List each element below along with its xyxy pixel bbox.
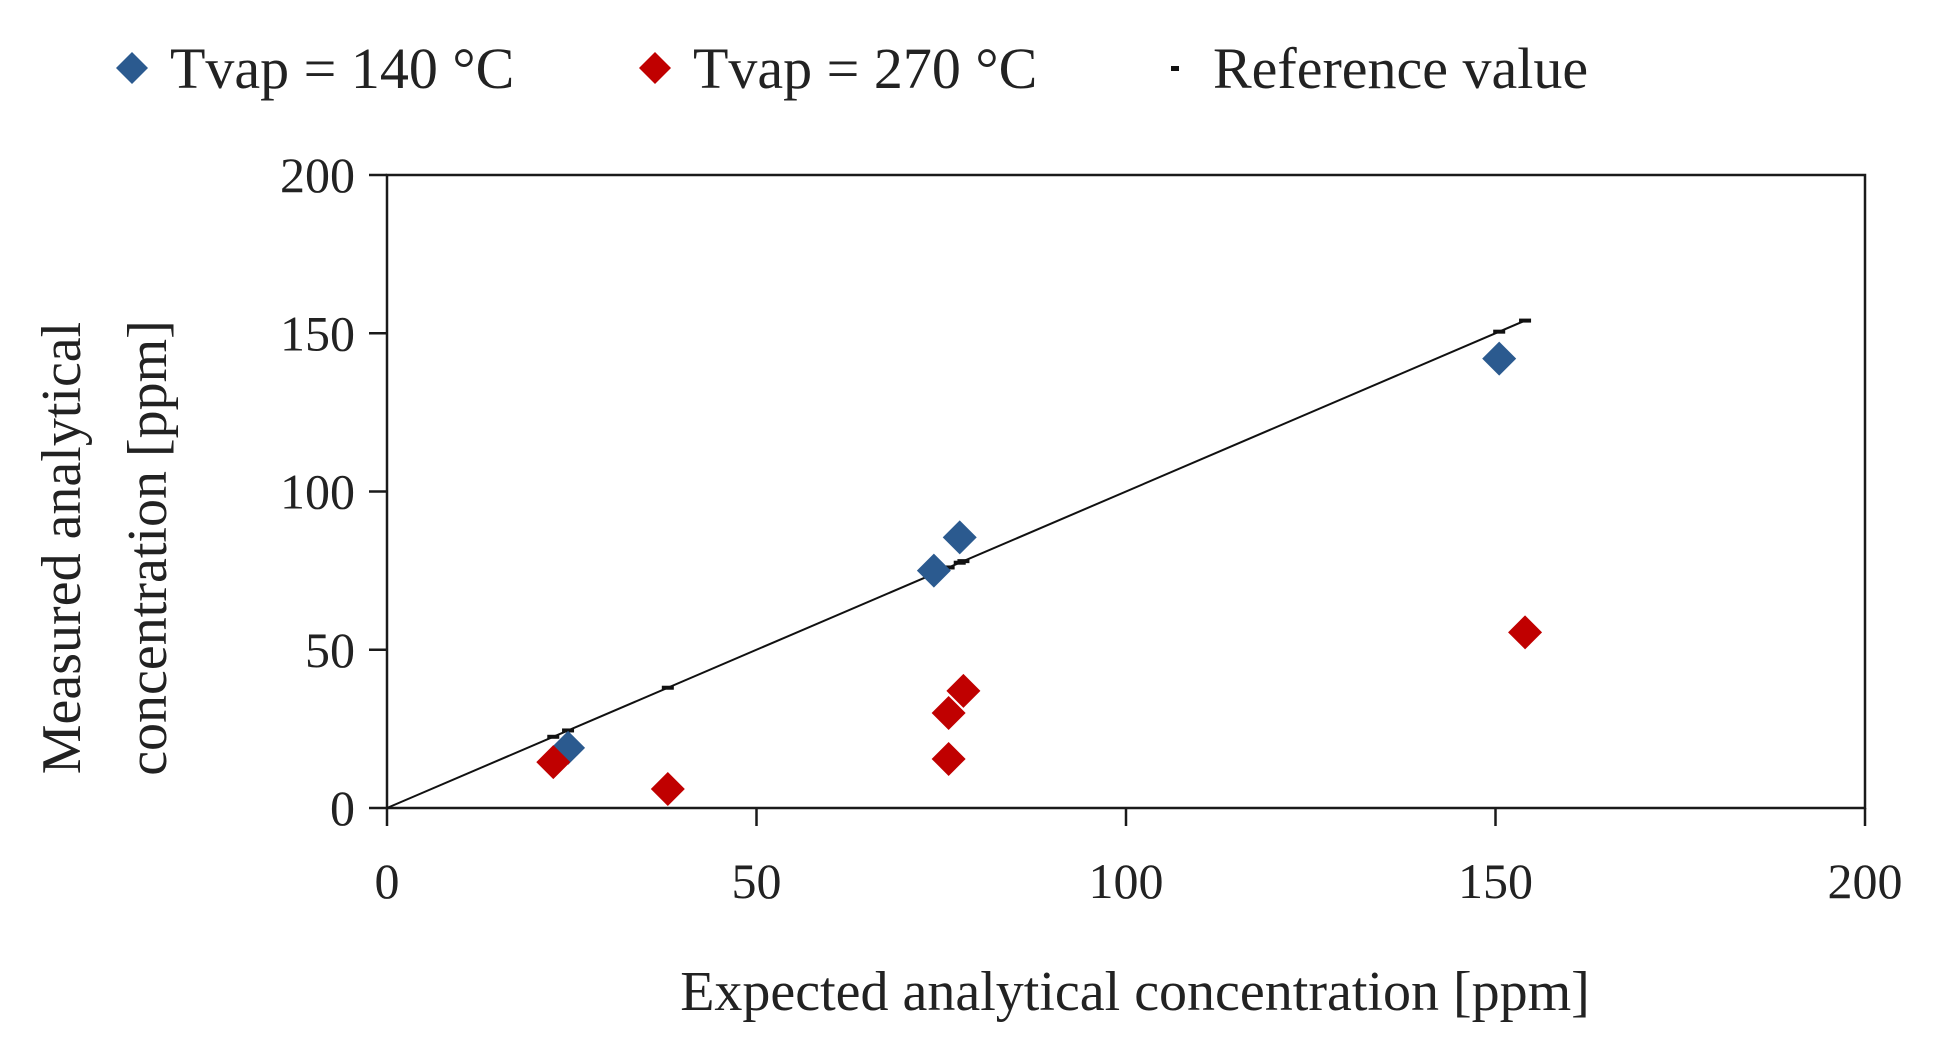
point-series-0 [1482, 341, 1517, 376]
point-series-2 [942, 565, 955, 570]
legend-label-1: Tvap = 270 °C [693, 36, 1037, 101]
legend: Tvap = 140 °C Tvap = 270 °C Reference valu… [116, 36, 1588, 101]
x-tick-label: 150 [1458, 853, 1533, 909]
point-series-2 [562, 728, 575, 733]
point-series-1 [536, 745, 571, 780]
y-axis-title-line-2: concentration [ppm] [117, 320, 179, 776]
point-series-1 [650, 772, 685, 807]
point-series-0 [942, 520, 977, 555]
legend-marker-0 [116, 52, 148, 84]
x-axis: 0 50 100 150 200 [375, 808, 1903, 909]
point-series-2 [547, 734, 560, 739]
y-tick-label: 0 [330, 780, 355, 836]
point-series-1 [946, 673, 981, 708]
point-series-1 [931, 696, 966, 731]
x-axis-title: Expected analytical concentration [ppm] [680, 961, 1590, 1023]
y-tick-label: 50 [305, 622, 355, 678]
x-tick-label: 200 [1828, 853, 1903, 909]
y-axis-title-line-1: Measured analytical [31, 322, 93, 774]
legend-marker-2 [1171, 66, 1179, 71]
point-series-1 [1508, 615, 1543, 650]
y-tick-label: 100 [280, 464, 355, 520]
x-tick-label: 50 [732, 853, 782, 909]
x-tick-label: 100 [1089, 853, 1164, 909]
legend-marker-1 [639, 52, 671, 84]
legend-label-0: Tvap = 140 °C [170, 36, 514, 101]
y-axis-title: Measured analytical concentration [ppm] [31, 320, 179, 776]
point-series-0 [916, 553, 951, 588]
point-series-2 [1493, 329, 1506, 334]
data-marks [536, 318, 1543, 807]
y-tick-label: 200 [280, 147, 355, 203]
y-axis: 0 50 100 150 200 [280, 147, 387, 836]
legend-label-2: Reference value [1213, 36, 1588, 101]
x-tick-label: 0 [375, 853, 400, 909]
point-series-2 [957, 559, 970, 564]
point-series-1 [931, 741, 966, 776]
point-series-2 [661, 685, 674, 690]
y-tick-label: 150 [280, 305, 355, 361]
point-series-2 [1519, 318, 1532, 323]
